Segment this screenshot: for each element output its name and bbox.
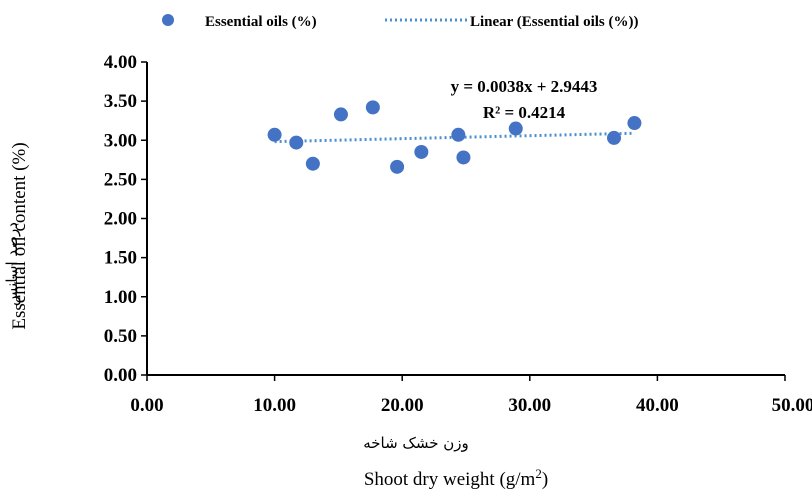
y-axis-ticks: 0.00 0.50 1.00 1.50 2.00 2.50 3.00 3.50 4.00 — [104, 52, 147, 386]
data-point — [508, 121, 523, 136]
y-tick-label: 2.00 — [104, 209, 137, 230]
data-point — [305, 156, 320, 171]
x-tick-label: 10.00 — [253, 395, 296, 416]
x-axis-title: Shoot dry weight (g/m2) — [364, 466, 548, 491]
y-tick-label: 3.00 — [104, 130, 137, 151]
data-point — [451, 127, 466, 142]
y-tick-label: 4.00 — [104, 52, 137, 73]
x-axis-title-fa: وزن خشک شاخه — [363, 434, 469, 452]
data-point — [333, 107, 348, 122]
x-axis-title-sup: 2 — [535, 466, 542, 481]
legend: Essential oils (%) Linear (Essential oil… — [162, 14, 638, 30]
y-tick-label: 1.00 — [104, 287, 137, 308]
trend-equation: y = 0.0038x + 2.9443 — [451, 77, 598, 96]
y-tick-label: 1.50 — [104, 248, 137, 269]
y-axis-title-fa: درصد اسانس — [3, 222, 21, 306]
x-tick-label: 40.00 — [636, 395, 679, 416]
x-tick-label: 50.00 — [772, 395, 812, 416]
legend-label-trendline: Linear (Essential oils (%)) — [470, 14, 638, 30]
data-point — [390, 159, 405, 174]
x-tick-label: 0.00 — [130, 395, 163, 416]
data-point — [289, 135, 304, 150]
x-tick-label: 30.00 — [508, 395, 551, 416]
y-tick-label: 3.50 — [104, 91, 137, 112]
legend-label-essential-oils: Essential oils (%) — [205, 14, 317, 30]
x-axis-title-end: ) — [542, 469, 548, 490]
y-tick-label: 2.50 — [104, 169, 137, 190]
legend-marker-essential-oils — [162, 14, 174, 26]
data-point — [607, 130, 622, 145]
data-point — [456, 150, 471, 165]
data-point — [414, 144, 429, 159]
x-axis-ticks: 0.00 10.00 20.00 30.00 40.00 50.00 — [130, 375, 812, 416]
y-tick-label: 0.50 — [104, 326, 137, 347]
x-tick-label: 20.00 — [381, 395, 424, 416]
data-point — [627, 116, 642, 131]
y-tick-label: 0.00 — [104, 365, 137, 386]
data-point — [267, 127, 282, 142]
data-points — [267, 100, 642, 174]
trend-r-squared: R² = 0.4214 — [483, 103, 566, 122]
y-axis-title: Essential oil content (%) — [9, 142, 30, 329]
data-point — [365, 100, 380, 115]
x-axis-title-main: Shoot dry weight (g/m — [364, 469, 536, 490]
